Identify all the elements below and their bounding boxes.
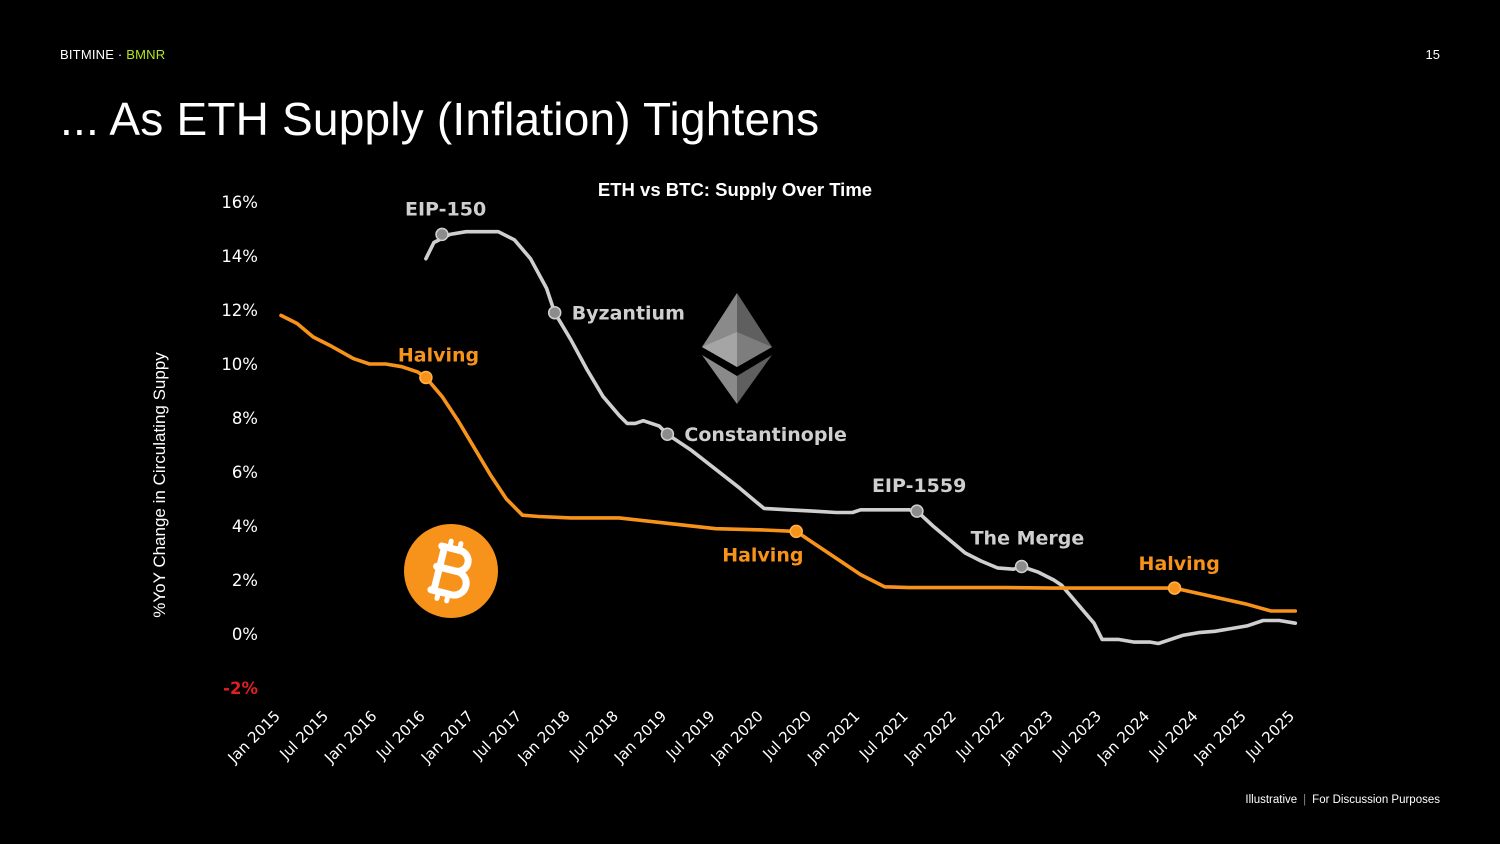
- x-tick-label: Jul 2025: [1242, 707, 1299, 764]
- y-tick-label: 14%: [221, 247, 258, 266]
- series-layer: [279, 229, 1298, 646]
- btc-halving-label: Halving: [1139, 553, 1220, 575]
- page-number: 15: [1425, 47, 1440, 62]
- slide-title: ... As ETH Supply (Inflation) Tightens: [60, 93, 820, 145]
- x-tick-label: Jan 2021: [803, 707, 863, 767]
- eth-supply-line: [424, 229, 1298, 646]
- y-tick-label: 8%: [232, 409, 258, 428]
- ethereum-logo-icon: [702, 293, 772, 404]
- y-tick-label: 10%: [221, 355, 258, 374]
- x-tick-label: Jan 2023: [996, 707, 1056, 767]
- x-tick-label: Jan 2017: [417, 707, 477, 767]
- x-tick-label: Jan 2015: [224, 707, 284, 767]
- y-tick-label: 0%: [232, 625, 258, 644]
- brand-separator: ·: [114, 47, 127, 62]
- eth-event-marker: [435, 227, 449, 242]
- y-tick-label: 2%: [232, 571, 258, 590]
- eth-event-marker: [910, 504, 924, 518]
- y-axis-label: %YoY Change in Circulating Suppy: [150, 352, 169, 618]
- btc-halving-marker: [1167, 581, 1182, 595]
- x-tick-label: Jan 2024: [1093, 707, 1153, 767]
- chart-title: ETH vs BTC: Supply Over Time: [598, 179, 872, 200]
- brand-header: BITMINE · BMNR: [60, 47, 165, 62]
- y-tick-label: 4%: [232, 517, 258, 536]
- y-tick-label: 16%: [221, 193, 258, 212]
- eth-event-label: Byzantium: [572, 303, 685, 325]
- btc-halving-marker: [419, 370, 433, 385]
- btc-halving-label: Halving: [398, 345, 479, 367]
- annotation-layer: EIP-150 Byzantium Constantinople EIP-1559 Th…: [398, 198, 1220, 595]
- brand-ticker: BMNR: [126, 47, 166, 62]
- btc-halving-marker: [789, 524, 803, 539]
- x-tick-label: Jan 2018: [513, 707, 573, 767]
- eth-event-marker: [660, 427, 675, 441]
- y-tick-label: 6%: [232, 463, 258, 482]
- eth-event-label: EIP-150: [405, 198, 486, 220]
- x-tick-label: Jan 2019: [610, 707, 670, 767]
- btc-supply-line: [279, 313, 1298, 613]
- eth-event-label: The Merge: [971, 528, 1085, 550]
- footer: Illustrative | For Discussion Purposes: [1245, 794, 1440, 806]
- eth-event-marker: [1014, 559, 1029, 574]
- eth-event-label: Constantinople: [684, 424, 846, 446]
- brand-name: BITMINE: [60, 47, 115, 62]
- bitcoin-logo-icon: [404, 524, 498, 618]
- x-tick-label: Jan 2022: [900, 707, 960, 767]
- y-tick-label: -2%: [223, 679, 258, 698]
- footer-disclaimer: For Discussion Purposes: [1312, 794, 1440, 806]
- x-tick-label: Jan 2025: [1190, 707, 1250, 767]
- eth-event-marker: [547, 305, 562, 320]
- x-tick-label: Jan 2016: [320, 707, 380, 767]
- x-tick-label: Jan 2020: [707, 707, 767, 767]
- footer-divider: |: [1303, 794, 1307, 806]
- btc-halving-label: Halving: [722, 544, 803, 566]
- eth-event-label: EIP-1559: [872, 475, 966, 497]
- y-axis: 16% 14% 12% 10% 8% 6% 4% 2% 0% -2%: [221, 193, 258, 698]
- footer-illustrative: Illustrative: [1245, 794, 1298, 806]
- y-tick-label: 12%: [221, 301, 258, 320]
